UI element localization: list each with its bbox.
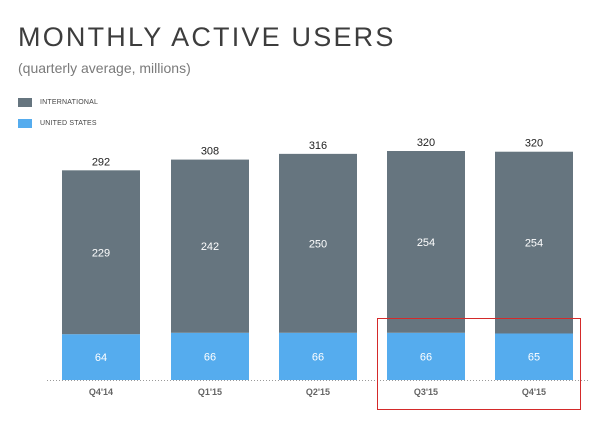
- chart-subtitle: (quarterly average, millions): [18, 60, 191, 76]
- bar-united-states: [495, 333, 573, 380]
- data-label-international: 250: [309, 238, 327, 250]
- bar-united-states: [62, 334, 140, 380]
- x-tick-label: Q4'14: [89, 387, 113, 397]
- data-label-united-states: 66: [312, 351, 324, 363]
- highlight-box: [377, 318, 581, 410]
- bar-united-states: [171, 332, 249, 380]
- chart-title: MONTHLY ACTIVE USERS: [18, 22, 396, 52]
- legend-label-international: INTERNATIONAL: [40, 98, 99, 106]
- bar-international: [279, 153, 357, 333]
- legend-swatch-international: [18, 97, 32, 107]
- bar-international: [495, 151, 573, 334]
- data-label-international: 254: [525, 238, 543, 250]
- data-label-united-states: 66: [204, 351, 216, 363]
- data-label-total: 308: [201, 146, 219, 158]
- x-tick-label: Q3'15: [414, 387, 438, 397]
- legend-swatch-united-states: [18, 118, 32, 128]
- bar-united-states: [387, 332, 465, 380]
- legend-item-united-states: UNITED STATES: [18, 117, 97, 129]
- data-label-united-states: 65: [528, 352, 540, 364]
- data-label-international: 242: [201, 241, 219, 253]
- bar-united-states: [279, 332, 357, 380]
- data-label-total: 320: [525, 138, 543, 150]
- data-label-united-states: 64: [95, 352, 107, 364]
- data-label-total: 292: [92, 156, 110, 168]
- data-label-total: 320: [417, 137, 435, 149]
- data-label-united-states: 66: [420, 351, 432, 363]
- x-tick-label: Q2'15: [306, 387, 330, 397]
- bar-international: [62, 170, 140, 335]
- data-label-international: 254: [417, 237, 435, 249]
- x-tick-label: Q4'15: [522, 387, 546, 397]
- legend-item-international: INTERNATIONAL: [18, 96, 98, 108]
- x-tick-label: Q1'15: [198, 387, 222, 397]
- data-label-total: 316: [309, 140, 327, 152]
- bar-international: [171, 159, 249, 333]
- bar-international: [387, 151, 465, 333]
- data-label-international: 229: [92, 247, 110, 259]
- legend-label-united-states: UNITED STATES: [40, 119, 97, 127]
